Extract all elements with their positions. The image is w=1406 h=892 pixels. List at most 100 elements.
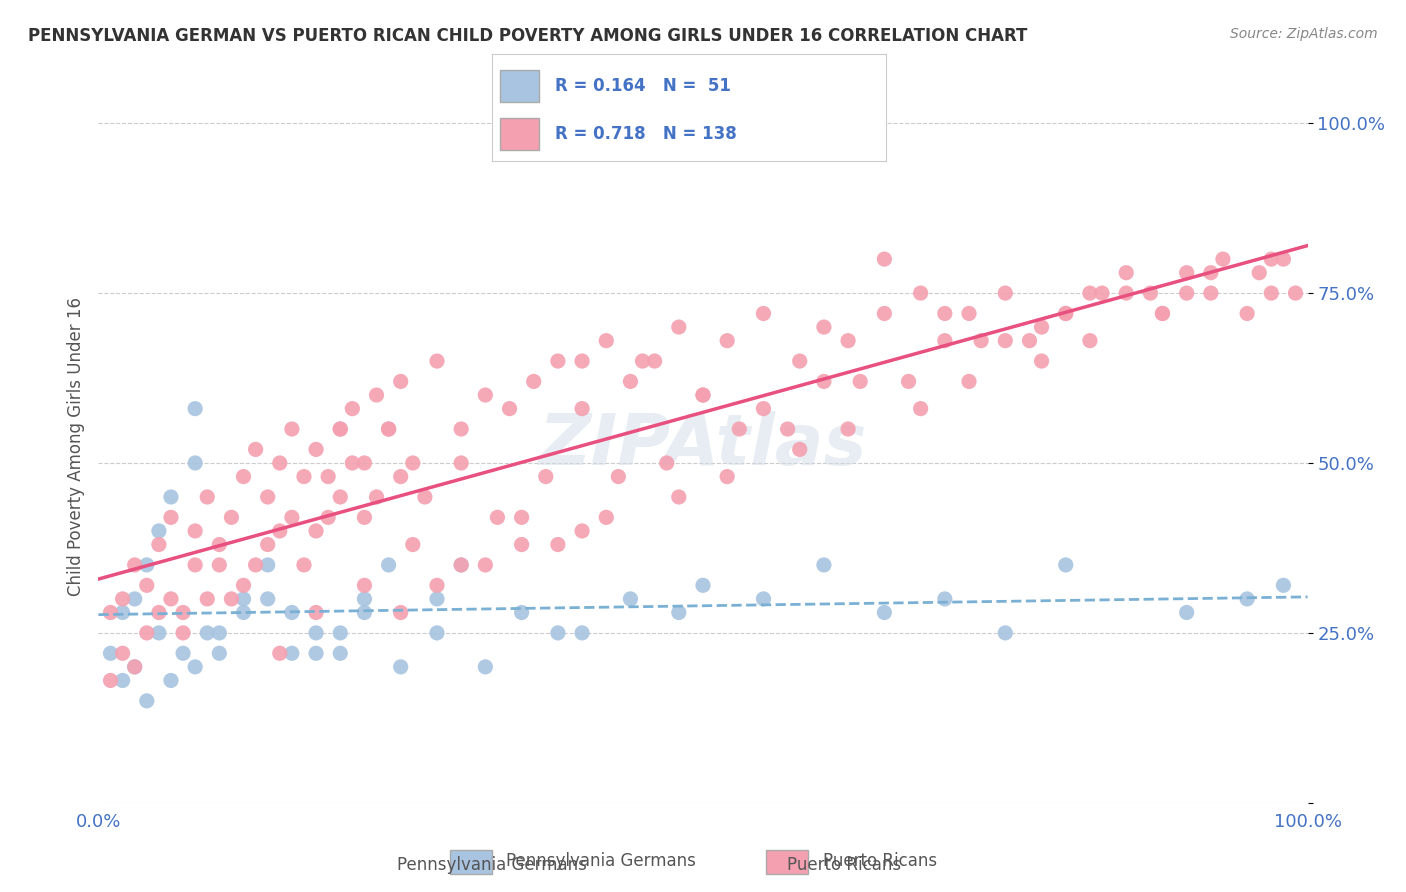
Point: [172, 606, 194, 620]
Point: [789, 354, 811, 368]
Point: [595, 510, 617, 524]
Point: [571, 626, 593, 640]
Point: [1091, 286, 1114, 301]
Point: [873, 252, 896, 266]
Point: [644, 354, 666, 368]
Point: [413, 490, 436, 504]
Point: [957, 306, 980, 320]
Point: [342, 456, 364, 470]
Point: [256, 558, 278, 572]
Point: [329, 626, 352, 640]
Point: [1199, 286, 1222, 301]
Point: [305, 606, 328, 620]
Point: [510, 606, 533, 620]
Point: [305, 524, 328, 538]
Point: [305, 646, 328, 660]
Point: [1054, 306, 1077, 320]
Point: [970, 334, 993, 348]
Point: [124, 660, 146, 674]
Point: [148, 606, 170, 620]
Point: [1260, 252, 1282, 266]
Point: [1284, 286, 1306, 301]
Point: [728, 422, 751, 436]
Point: [245, 442, 267, 457]
Text: Pennsylvania Germans: Pennsylvania Germans: [506, 852, 696, 870]
Point: [994, 334, 1017, 348]
Point: [571, 524, 593, 538]
Point: [329, 646, 352, 660]
Point: [486, 510, 509, 524]
Point: [1152, 306, 1174, 320]
Point: [474, 660, 496, 674]
Point: [910, 401, 932, 416]
Point: [607, 469, 630, 483]
Point: [135, 626, 157, 640]
Point: [534, 469, 557, 483]
Point: [1272, 252, 1295, 266]
Point: [135, 694, 157, 708]
Point: [377, 422, 399, 436]
Point: [208, 626, 231, 640]
Point: [523, 375, 546, 389]
Point: [111, 673, 134, 688]
Point: [752, 401, 775, 416]
Point: [195, 490, 218, 504]
Point: [377, 422, 399, 436]
Point: [281, 606, 304, 620]
Text: ZIPAtlas: ZIPAtlas: [538, 411, 868, 481]
Point: [305, 442, 328, 457]
Point: [510, 510, 533, 524]
Point: [148, 524, 170, 538]
FancyBboxPatch shape: [450, 849, 492, 874]
Point: [426, 591, 449, 606]
Point: [232, 606, 254, 620]
Point: [353, 510, 375, 524]
Point: [813, 320, 835, 334]
Point: [1260, 286, 1282, 301]
Point: [897, 375, 920, 389]
Point: [292, 558, 315, 572]
Point: [957, 375, 980, 389]
Point: [389, 469, 412, 483]
Point: [619, 591, 641, 606]
Point: [329, 422, 352, 436]
Point: [837, 334, 859, 348]
Point: [450, 456, 472, 470]
Point: [510, 537, 533, 551]
Point: [873, 606, 896, 620]
Point: [124, 591, 146, 606]
Point: [232, 591, 254, 606]
Point: [547, 354, 569, 368]
Point: [100, 606, 122, 620]
Point: [692, 388, 714, 402]
Point: [256, 537, 278, 551]
Point: [281, 510, 304, 524]
Point: [329, 422, 352, 436]
Point: [316, 510, 339, 524]
Point: [595, 334, 617, 348]
Point: [619, 375, 641, 389]
Point: [1054, 558, 1077, 572]
Point: [547, 537, 569, 551]
Point: [571, 354, 593, 368]
Point: [1152, 306, 1174, 320]
Point: [111, 591, 134, 606]
Point: [1175, 286, 1198, 301]
FancyBboxPatch shape: [766, 849, 808, 874]
Point: [281, 646, 304, 660]
Point: [402, 537, 425, 551]
Point: [195, 591, 218, 606]
FancyBboxPatch shape: [501, 70, 540, 102]
Point: [316, 469, 339, 483]
Point: [111, 606, 134, 620]
Point: [1031, 320, 1053, 334]
Point: [148, 626, 170, 640]
Point: [994, 626, 1017, 640]
Point: [1175, 606, 1198, 620]
Point: [873, 306, 896, 320]
Point: [752, 591, 775, 606]
Point: [716, 469, 738, 483]
Point: [849, 375, 872, 389]
Point: [1272, 578, 1295, 592]
Point: [353, 578, 375, 592]
